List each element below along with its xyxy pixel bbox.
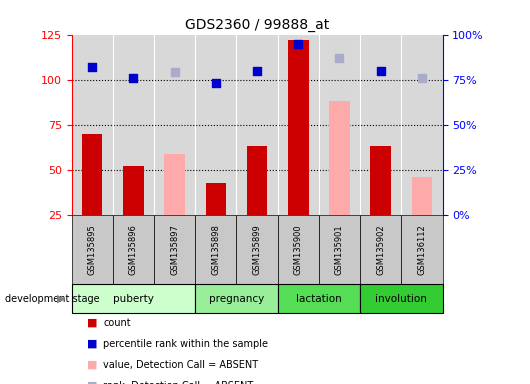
Text: development stage: development stage bbox=[5, 293, 100, 304]
Bar bbox=[113, 215, 154, 284]
Bar bbox=[360, 284, 443, 313]
Text: percentile rank within the sample: percentile rank within the sample bbox=[103, 339, 268, 349]
Text: rank, Detection Call = ABSENT: rank, Detection Call = ABSENT bbox=[103, 381, 253, 384]
Bar bbox=[154, 215, 195, 284]
Bar bbox=[206, 182, 226, 215]
Point bbox=[376, 68, 385, 74]
Text: GSM135902: GSM135902 bbox=[376, 224, 385, 275]
Point bbox=[253, 68, 261, 74]
Bar bbox=[278, 215, 319, 284]
Bar bbox=[195, 215, 236, 284]
Text: puberty: puberty bbox=[113, 293, 154, 304]
Point bbox=[211, 80, 220, 86]
Bar bbox=[319, 215, 360, 284]
Text: lactation: lactation bbox=[296, 293, 342, 304]
Text: ▶: ▶ bbox=[57, 293, 65, 304]
Bar bbox=[236, 215, 278, 284]
Point bbox=[129, 75, 138, 81]
Bar bbox=[195, 284, 278, 313]
Bar bbox=[72, 215, 113, 284]
Text: GSM135896: GSM135896 bbox=[129, 224, 138, 275]
Text: count: count bbox=[103, 318, 131, 328]
Text: GSM135900: GSM135900 bbox=[294, 224, 303, 275]
Bar bbox=[123, 166, 144, 215]
Point bbox=[170, 70, 179, 76]
Point bbox=[88, 64, 96, 70]
Text: GSM135898: GSM135898 bbox=[211, 224, 220, 275]
Bar bbox=[164, 154, 185, 215]
Bar bbox=[412, 177, 432, 215]
Bar bbox=[370, 146, 391, 215]
Bar bbox=[72, 284, 195, 313]
Text: pregnancy: pregnancy bbox=[209, 293, 264, 304]
Bar bbox=[82, 134, 102, 215]
Bar bbox=[360, 215, 401, 284]
Bar bbox=[247, 146, 267, 215]
Text: GSM135899: GSM135899 bbox=[253, 224, 261, 275]
Text: ■: ■ bbox=[87, 339, 98, 349]
Text: involution: involution bbox=[375, 293, 427, 304]
Bar bbox=[288, 40, 308, 215]
Point bbox=[294, 41, 303, 47]
Bar bbox=[278, 284, 360, 313]
Text: value, Detection Call = ABSENT: value, Detection Call = ABSENT bbox=[103, 360, 259, 370]
Text: ■: ■ bbox=[87, 318, 98, 328]
Title: GDS2360 / 99888_at: GDS2360 / 99888_at bbox=[185, 18, 329, 32]
Text: GSM135901: GSM135901 bbox=[335, 224, 344, 275]
Text: ■: ■ bbox=[87, 381, 98, 384]
Point bbox=[335, 55, 344, 61]
Bar bbox=[401, 215, 443, 284]
Bar bbox=[329, 101, 350, 215]
Text: GSM136112: GSM136112 bbox=[418, 224, 427, 275]
Text: GSM135897: GSM135897 bbox=[170, 224, 179, 275]
Text: GSM135895: GSM135895 bbox=[87, 224, 96, 275]
Point bbox=[418, 75, 426, 81]
Text: ■: ■ bbox=[87, 360, 98, 370]
